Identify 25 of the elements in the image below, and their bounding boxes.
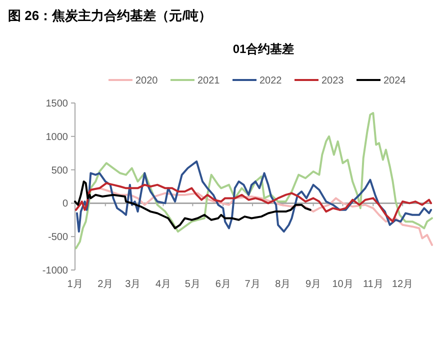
- x-tick-label: 12月: [392, 279, 414, 290]
- x-tick-label: 11月: [362, 279, 384, 290]
- x-tick-label: 7月: [244, 279, 260, 290]
- chart-subtitle: 01合约基差: [232, 42, 294, 56]
- x-tick-label: 9月: [306, 279, 322, 290]
- x-tick-label: 6月: [215, 279, 231, 290]
- x-tick-label: 3月: [125, 279, 141, 290]
- legend-label: 2023: [322, 76, 344, 86]
- x-tick-label: 10月: [332, 279, 354, 290]
- y-tick-label: 1000: [46, 132, 68, 143]
- y-tick-label: 1500: [46, 98, 68, 110]
- legend-label: 2020: [136, 76, 158, 86]
- legend-label: 2024: [384, 76, 406, 86]
- y-tick-label: 0: [62, 198, 68, 210]
- y-tick-label: -500: [48, 232, 68, 244]
- legend-label: 2021: [198, 76, 220, 86]
- x-tick-label: 8月: [275, 279, 291, 290]
- y-tick-label: 500: [51, 165, 68, 176]
- x-tick-label: 5月: [184, 279, 200, 290]
- chart-title: 图 26：焦炭主力合约基差（元/吨）: [8, 8, 212, 23]
- legend-label: 2022: [260, 76, 282, 86]
- x-tick-label: 4月: [155, 279, 172, 290]
- x-tick-label: 2月: [98, 279, 114, 290]
- x-tick-label: 1月: [67, 279, 83, 290]
- y-tick-label: -1000: [42, 266, 68, 276]
